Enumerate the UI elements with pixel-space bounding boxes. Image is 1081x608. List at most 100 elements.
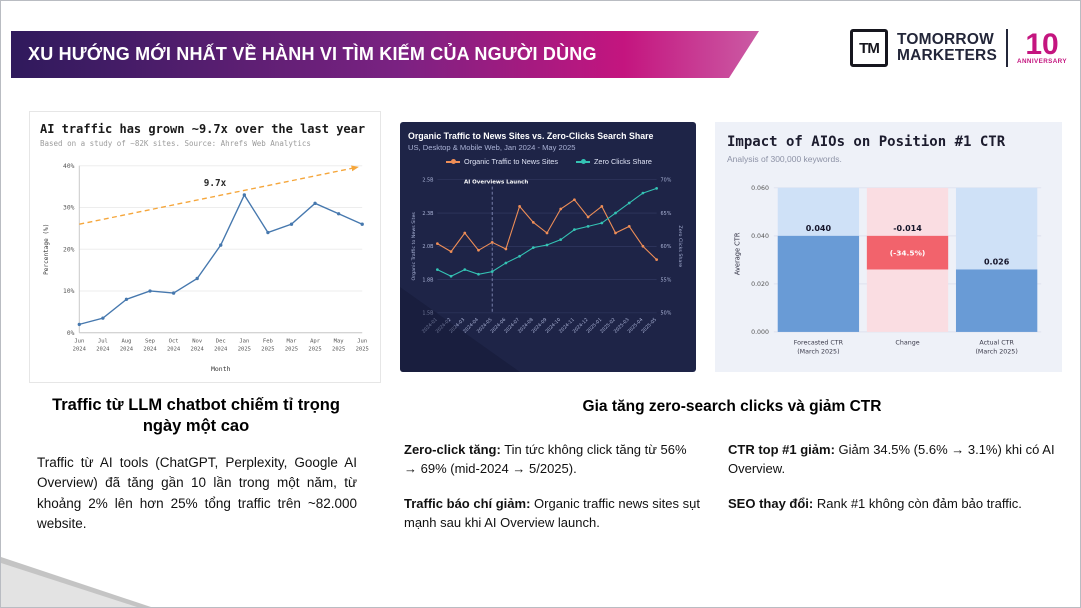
svg-text:55%: 55% [661,277,672,283]
insight-seo: SEO thay đổi: Rank #1 không còn đảm bảo … [728,495,1062,514]
logo-divider [1006,29,1008,67]
svg-text:-0.014: -0.014 [893,224,922,233]
ctr-chart-panel: Impact of AIOs on Position #1 CTR Analys… [715,122,1062,372]
svg-text:Zero Clicks Share: Zero Clicks Share [677,225,683,267]
svg-text:0.060: 0.060 [751,185,769,192]
svg-text:60%: 60% [661,244,672,250]
svg-text:50%: 50% [661,311,672,317]
chart2-title: Organic Traffic to News Sites vs. Zero-C… [408,131,654,141]
svg-text:Actual CTR: Actual CTR [979,340,1014,347]
svg-text:70%: 70% [661,178,672,184]
svg-text:2024: 2024 [73,346,87,352]
svg-text:Mar: Mar [287,339,298,345]
chart1-subtitle: Based on a study of ~82K sites. Source: … [40,139,311,148]
zero-click-chart-panel: Organic Traffic to News Sites vs. Zero-C… [400,122,696,372]
insights-column-right: CTR top #1 giảm: Giảm 34.5% (5.6% → 3.1%… [728,441,1062,530]
svg-text:10%: 10% [63,288,75,295]
insight-text: Organic traffic news sites sụt mạnh sau … [404,495,700,530]
chart3-subtitle: Analysis of 300,000 keywords. [727,154,842,164]
svg-text:Jun: Jun [357,339,367,345]
insight-lead: SEO thay đổi: [728,495,814,511]
zero-click-chart-svg: 2.5B 70%2.3B 65%2.0B 60%1.8B 55%1.5B 50%2024-… [411,178,683,335]
svg-text:9.7x: 9.7x [204,178,227,189]
svg-text:65%: 65% [661,211,672,217]
svg-text:2024: 2024 [143,346,157,352]
legend-label: Zero Clicks Share [593,157,652,166]
svg-text:Nov: Nov [192,339,203,345]
chart3-title: Impact of AIOs on Position #1 CTR [727,134,1006,150]
svg-text:30%: 30% [63,205,75,212]
svg-text:2025: 2025 [308,346,321,352]
right-section-heading: Gia tăng zero-search clicks và giảm CTR [582,398,882,415]
svg-text:Average CTR: Average CTR [734,232,742,275]
svg-text:(-34.5%): (-34.5%) [890,248,926,257]
insight-text: Tin tức không click tăng từ 56% → 69% (m… [404,442,687,476]
tm-logo: TM TOMORROW MARKETERS 10 ANNIVERSARY [850,29,1067,67]
svg-text:2025: 2025 [261,346,274,352]
anniversary-badge: 10 ANNIVERSARY [1017,28,1067,66]
svg-text:40%: 40% [63,163,75,170]
svg-text:2.3B: 2.3B [422,211,433,217]
svg-text:0.040: 0.040 [806,224,832,233]
header-banner: XU HƯỚNG MỚI NHẤT VỀ HÀNH VI TÌM KIẾM CỦ… [11,31,759,78]
svg-text:0.026: 0.026 [984,258,1010,267]
left-section-heading: Traffic từ LLM chatbot chiếm tỉ trọng ng… [52,396,340,436]
svg-text:0%: 0% [67,330,75,337]
svg-text:2024: 2024 [167,346,181,352]
svg-text:2025: 2025 [285,346,298,352]
insights-column-left: Zero-click tăng: Tin tức không click tăn… [404,441,700,548]
insight-zero-click: Zero-click tăng: Tin tức không click tăn… [404,441,700,479]
svg-text:Forecasted CTR: Forecasted CTR [794,340,844,347]
logo-line-tomorrow: TOMORROW [897,30,994,48]
svg-text:Jan: Jan [239,339,249,345]
logo-wordmark: TOMORROW MARKETERS [897,30,997,65]
left-section-body: Traffic từ AI tools (ChatGPT, Perplexity… [37,455,357,531]
chart2-legend: Organic Traffic to News Sites Zero Click… [408,157,690,166]
svg-text:2025: 2025 [356,346,369,352]
chart1-title: AI traffic has grown ~9.7x over the last… [40,122,366,136]
svg-text:Jun: Jun [74,339,84,345]
anniversary-label: ANNIVERSARY [1017,58,1067,65]
svg-text:Sep: Sep [145,339,155,345]
svg-text:Percentage (%): Percentage (%) [43,224,50,275]
svg-text:AI Overviews Launch: AI Overviews Launch [464,180,528,186]
insight-ctr: CTR top #1 giảm: Giảm 34.5% (5.6% → 3.1%… [728,441,1062,479]
insight-lead: Zero-click tăng: [404,442,501,457]
legend-line-icon [575,159,590,164]
logo-line-marketers: MARKETERS [897,47,997,64]
svg-text:0.000: 0.000 [751,329,769,336]
svg-text:Month: Month [211,365,231,373]
svg-text:20%: 20% [63,246,75,253]
tm-monogram-icon: TM [850,29,889,67]
insight-lead: CTR top #1 giảm: [728,442,835,457]
insight-text: Rank #1 không còn đảm bảo traffic. [816,495,1022,511]
svg-text:Feb: Feb [263,339,273,345]
svg-text:May: May [334,339,345,345]
insight-text: Giảm 34.5% (5.6% → 3.1%) khi có AI Overv… [728,442,1055,476]
legend-line-icon [446,159,461,164]
tm-monogram-text: TM [859,39,880,57]
svg-text:(March 2025): (March 2025) [797,348,839,355]
svg-text:Organic Traffic to News Sites: Organic Traffic to News Sites [411,212,417,281]
svg-text:2024: 2024 [214,346,228,352]
svg-text:0.020: 0.020 [751,281,769,288]
svg-text:Apr: Apr [310,339,321,345]
svg-text:2.5B: 2.5B [422,178,433,184]
svg-text:2024: 2024 [120,346,134,352]
insight-news-traffic: Traffic báo chí giảm: Organic traffic ne… [404,495,700,533]
svg-text:2024: 2024 [96,346,110,352]
anniversary-number: 10 [1025,28,1059,61]
legend-item: Organic Traffic to News Sites [446,157,558,166]
legend-label: Organic Traffic to News Sites [464,157,558,166]
svg-text:Aug: Aug [121,339,131,345]
svg-text:(March 2025): (March 2025) [975,348,1017,355]
slide-title: XU HƯỚNG MỚI NHẤT VỀ HÀNH VI TÌM KIẾM CỦ… [28,44,597,64]
insight-lead: Traffic báo chí giảm: [404,495,531,511]
svg-text:Dec: Dec [216,339,226,345]
svg-text:1.8B: 1.8B [422,277,433,283]
chart2-subtitle: US, Desktop & Mobile Web, Jan 2024 - May… [408,143,576,152]
svg-text:2024: 2024 [191,346,205,352]
svg-text:Oct: Oct [169,339,179,345]
